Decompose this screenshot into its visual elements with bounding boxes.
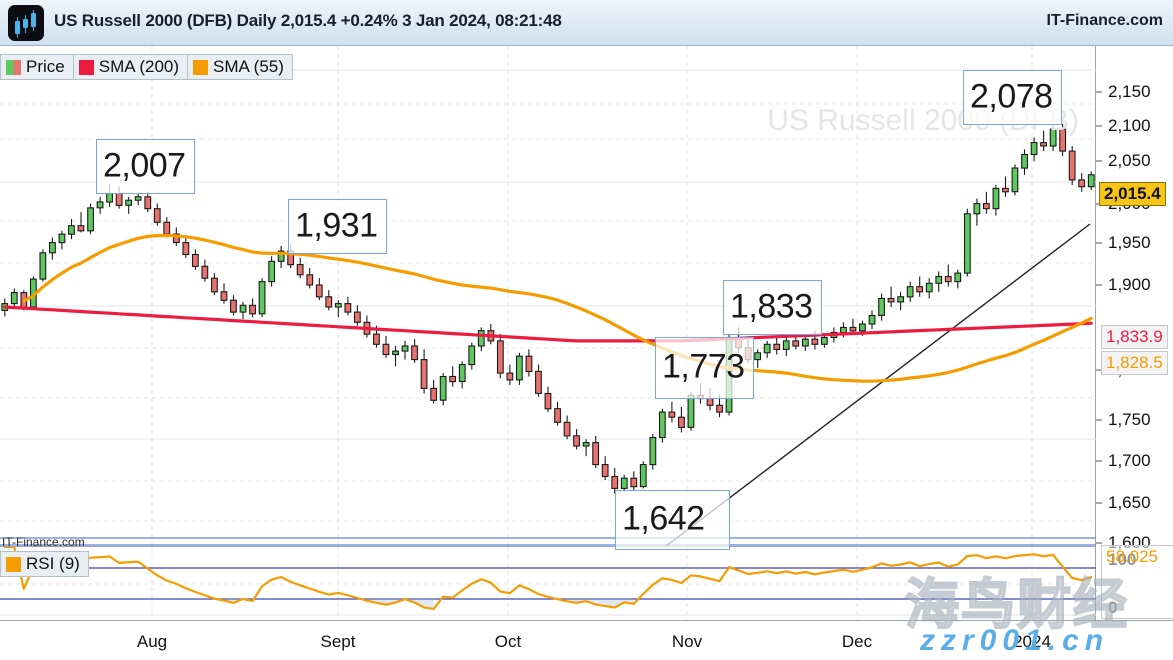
- legend-item-sma200[interactable]: SMA (200): [73, 54, 189, 80]
- support-1642[interactable]: 1,642: [615, 490, 730, 550]
- sma55-line: [22, 233, 1093, 383]
- legend-label-sma55: SMA (55): [213, 57, 284, 76]
- price-tick: 2,100: [1108, 116, 1151, 135]
- time-tick: 2024: [1013, 632, 1051, 651]
- swing-high-1931-label: 1,931: [295, 206, 378, 245]
- sma200-line: [3, 305, 1093, 343]
- swing-high-2078[interactable]: 2,078: [963, 70, 1062, 125]
- site-watermark-url: zzr001.cn: [920, 624, 1110, 657]
- candlestick-series: [1, 124, 1095, 494]
- sma200-swatch-icon: [78, 59, 94, 75]
- site-watermark-cn: 海鸟财经: [904, 574, 1129, 636]
- rsi-fill: [224, 598, 634, 609]
- price-tick: 2,150: [1108, 82, 1151, 101]
- swing-high-2007[interactable]: 2,007: [96, 139, 195, 194]
- price-swatch-icon: [6, 59, 21, 75]
- swing-high-2007-label: 2,007: [103, 146, 186, 185]
- time-axis[interactable]: Aug Sept Oct Nov Dec 2024: [0, 620, 1173, 660]
- price-tick: 1,900: [1108, 275, 1151, 294]
- candlestick-app-icon: [8, 5, 44, 41]
- sma55-value-badge: 1,828.5: [1101, 351, 1168, 375]
- support-lines: [0, 537, 1096, 546]
- price-axis[interactable]: 2,1502,1002,0502,0001,9501,9001,8001,750…: [1096, 46, 1173, 620]
- swing-high-1931[interactable]: 1,931: [288, 199, 387, 254]
- price-axis-ticks: [1096, 91, 1102, 544]
- rsi-grid: [0, 583, 1096, 616]
- sma200-value-badge: 1,833.9: [1101, 325, 1168, 349]
- price-tick: 1,650: [1108, 493, 1151, 512]
- brand-label: IT-Finance.com: [1046, 12, 1163, 29]
- legend-label-rsi: RSI (9): [26, 554, 80, 573]
- price-tick: 1,750: [1108, 410, 1151, 429]
- rsi-line: [3, 547, 1093, 610]
- rsi-panel[interactable]: RSI (9): [0, 546, 1096, 621]
- provider-watermark: IT-Finance.com: [2, 535, 85, 549]
- legend-item-sma55[interactable]: SMA (55): [188, 54, 293, 80]
- indicator-legend: Price SMA (200) SMA (55): [0, 54, 293, 80]
- level-1773-label: 1,773: [662, 347, 745, 386]
- title-bar: US Russell 2000 (DFB) Daily 2,015.4 +0.2…: [0, 0, 1173, 46]
- legend-label-sma200: SMA (200): [98, 57, 180, 76]
- grid-lines-vertical: [151, 46, 1033, 546]
- rsi-legend: RSI (9): [0, 551, 89, 577]
- rsi-chart-svg: [0, 547, 1096, 621]
- legend-item-rsi[interactable]: RSI (9): [0, 551, 89, 577]
- rsi-swatch-icon: [6, 556, 21, 572]
- level-1773[interactable]: 1,773: [655, 337, 754, 399]
- time-tick: Sept: [320, 632, 356, 651]
- time-tick: Nov: [671, 632, 703, 651]
- grid-lines: [0, 69, 1096, 522]
- legend-label-price: Price: [26, 57, 65, 76]
- time-tick: Aug: [136, 632, 168, 651]
- legend-item-price[interactable]: Price: [0, 54, 74, 80]
- resistance-1833-label: 1,833: [730, 287, 813, 326]
- page-title: US Russell 2000 (DFB) Daily 2,015.4 +0.2…: [54, 11, 562, 30]
- price-tick: 1,700: [1108, 451, 1151, 470]
- time-tick: Oct: [494, 632, 522, 651]
- current-price-badge: 2,015.4: [1099, 182, 1166, 206]
- rsi-value-badge: 58.025: [1101, 545, 1173, 619]
- support-1642-label: 1,642: [622, 499, 705, 538]
- time-tick: Dec: [841, 632, 873, 651]
- price-tick: 1,950: [1108, 233, 1151, 252]
- resistance-1833[interactable]: 1,833: [723, 280, 822, 335]
- swing-high-2078-label: 2,078: [970, 77, 1053, 116]
- price-tick: 2,050: [1108, 151, 1151, 170]
- sma55-swatch-icon: [193, 59, 209, 75]
- price-chart-panel[interactable]: US Russell 2000 (DFB) Price SMA (200) SM…: [0, 46, 1096, 546]
